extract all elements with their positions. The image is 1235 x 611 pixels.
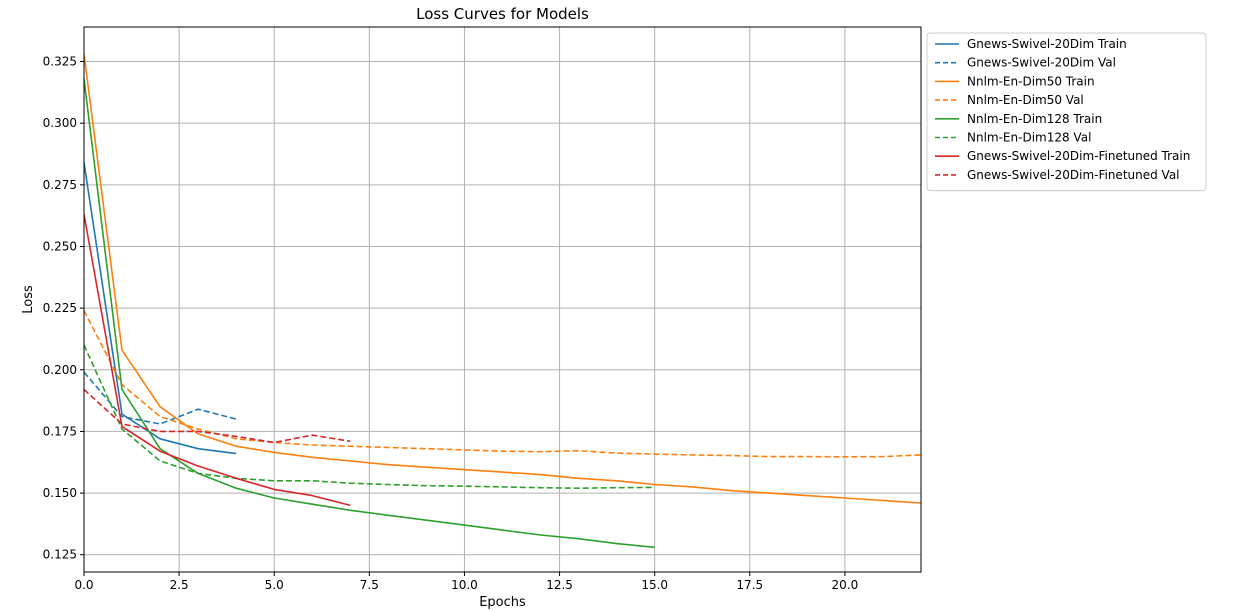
plot-frame [83, 26, 922, 573]
series-line [84, 162, 237, 455]
x-tick-label: 7.5 [360, 578, 379, 592]
y-axis-label: Loss [21, 285, 36, 314]
series-line [84, 388, 351, 444]
series-line [84, 310, 921, 458]
y-tick-label: 0.250 [43, 239, 77, 253]
y-tick-label: 0.175 [43, 424, 77, 438]
legend-label: Nnlm-En-Dim50 Val [967, 93, 1084, 107]
series-line [84, 344, 655, 490]
x-tick-label: 12.5 [546, 578, 573, 592]
series-line [84, 53, 921, 504]
legend-label: Gnews-Swivel-20Dim-Finetuned Val [967, 168, 1180, 182]
series-line [84, 371, 237, 425]
legend-box [926, 32, 1207, 192]
x-tick-label: 17.5 [736, 578, 763, 592]
legend-label: Nnlm-En-Dim128 Train [967, 112, 1102, 126]
series-lines [84, 53, 921, 549]
x-tick-label: 5.0 [265, 578, 284, 592]
y-tick-label: 0.325 [43, 55, 77, 69]
y-tick-label: 0.125 [43, 548, 77, 562]
x-tick-label: 15.0 [641, 578, 668, 592]
y-tick-label: 0.225 [43, 301, 77, 315]
series-line [84, 214, 351, 507]
x-tick-label: 2.5 [170, 578, 189, 592]
legend-label: Nnlm-En-Dim128 Val [967, 131, 1091, 145]
y-tick-label: 0.200 [43, 363, 77, 377]
x-axis-label: Epochs [479, 595, 526, 610]
chart-title: Loss Curves for Models [416, 5, 589, 23]
grid-lines [83, 27, 921, 572]
legend-label: Gnews-Swivel-20Dim-Finetuned Train [967, 149, 1190, 163]
x-tick-label: 10.0 [451, 578, 478, 592]
y-tick-label: 0.275 [43, 178, 77, 192]
x-tick-label: 20.0 [832, 578, 859, 592]
legend-label: Nnlm-En-Dim50 Train [967, 74, 1095, 88]
legend-label: Gnews-Swivel-20Dim Train [967, 37, 1127, 51]
series-line [84, 78, 655, 549]
x-tick-label: 0.0 [74, 578, 93, 592]
legend-label: Gnews-Swivel-20Dim Val [967, 56, 1116, 70]
y-tick-label: 0.300 [43, 116, 77, 130]
y-tick-label: 0.150 [43, 486, 77, 500]
legend: Gnews-Swivel-20Dim Train Gnews-Swivel-20D… [926, 32, 1207, 192]
axis-ticks: 0.0 2.5 5.0 7.5 10.0 12.5 15.0 17.5 20.0 0.125 0.1… [43, 55, 859, 592]
